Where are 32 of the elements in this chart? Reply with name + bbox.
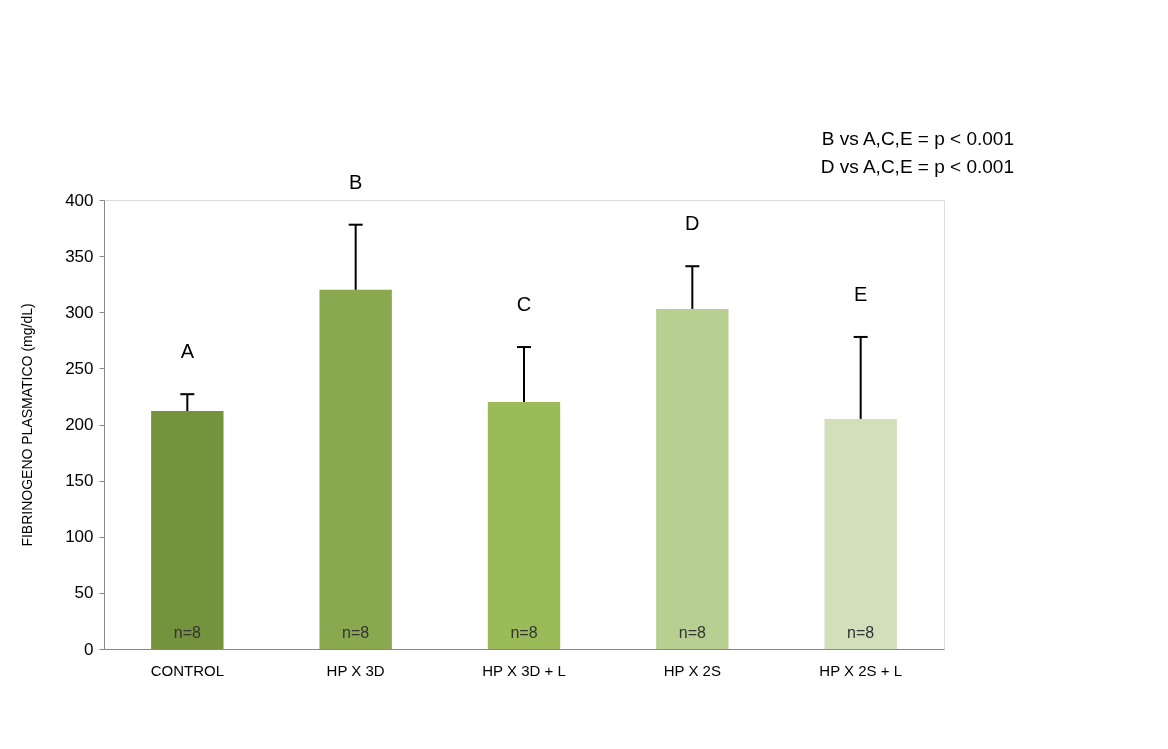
bar (656, 308, 729, 649)
y-tick-label: 350 (65, 246, 94, 266)
text: D vs A,C,E = p < 0.001 (820, 156, 1014, 177)
text: B vs A,C,E = p < 0.001 (821, 128, 1014, 149)
y-tick-label: 150 (65, 471, 94, 491)
annotation: n=8 (678, 624, 707, 641)
y-tick-label: 50 (74, 583, 94, 603)
y-tick-label: 400 (65, 190, 94, 210)
annotation: n=8 (173, 624, 201, 641)
x-tick-label: HP X 2S (663, 661, 721, 679)
annotation: n=8 (342, 624, 370, 641)
bar (824, 418, 897, 649)
y-axis-title: FIBRINOGENO PLASMATICO (mg/dL) (19, 303, 36, 547)
x-tick-label: HP X 2S + L (819, 661, 903, 679)
annotation: n=8 (847, 624, 875, 641)
annotation: A (180, 340, 195, 363)
annotation: n=8 (510, 624, 538, 641)
x-tick-label: HP X 3D (326, 661, 385, 679)
y-tick-label: 250 (65, 358, 94, 378)
bar (151, 411, 224, 649)
annotation: E (854, 282, 868, 305)
x-tick-label: CONTROL (150, 661, 224, 679)
annotation: D (685, 212, 700, 235)
x-tick-label: HP X 3D + L (482, 661, 566, 679)
annotation: C (516, 293, 532, 316)
bar (487, 402, 561, 649)
y-tick-label: 300 (65, 302, 94, 322)
y-tick-label: 100 (65, 527, 94, 547)
bar (319, 289, 392, 649)
y-tick-label: 0 (84, 639, 94, 659)
annotation: B (348, 170, 363, 193)
y-tick-label: 200 (65, 415, 94, 434)
